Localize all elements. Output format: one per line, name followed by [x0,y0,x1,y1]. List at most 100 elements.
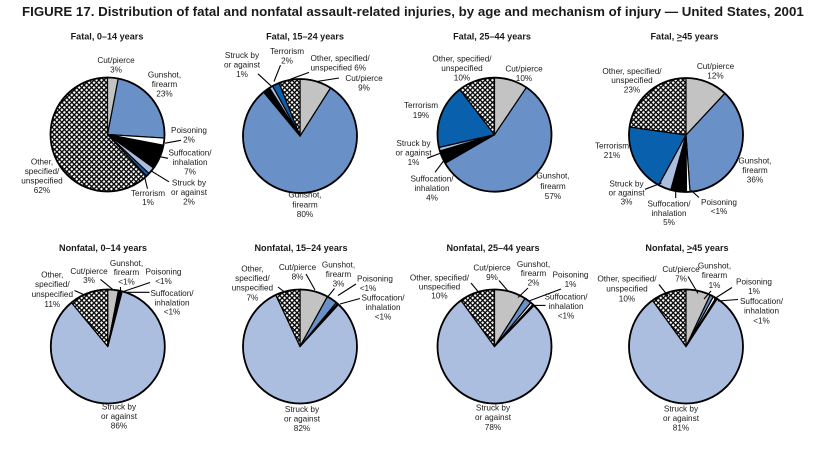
svg-text:or against: or against [284,415,321,424]
svg-text:Struck by: Struck by [396,139,431,148]
svg-text:firearm: firearm [742,166,768,175]
svg-text:specified/: specified/ [235,274,270,283]
svg-text:7%: 7% [675,274,687,283]
svg-text:or against: or against [101,412,138,421]
svg-text:Other,: Other, [41,270,63,279]
svg-text:Struck by: Struck by [609,180,644,189]
svg-text:9%: 9% [486,273,498,282]
svg-text:or against: or against [609,189,646,198]
svg-text:Cut/pierce: Cut/pierce [505,65,543,74]
svg-text:Fatal, >45 years: Fatal, >45 years [650,31,718,41]
svg-text:57%: 57% [545,192,561,201]
svg-text:Nonfatal, 15–24 years: Nonfatal, 15–24 years [254,243,347,253]
svg-text:Cut/pierce: Cut/pierce [697,62,735,71]
svg-text:7%: 7% [184,168,196,177]
svg-text:Gunshot,: Gunshot, [288,191,321,200]
svg-text:2%: 2% [183,136,195,145]
svg-text:Suffocation/: Suffocation/ [647,200,691,209]
svg-text:1%: 1% [408,158,420,167]
svg-text:Gunshot,: Gunshot, [148,71,181,80]
svg-text:Poisoning: Poisoning [736,277,772,286]
svg-text:3%: 3% [621,198,633,207]
svg-text:78%: 78% [485,423,501,432]
svg-text:FIGURE 17. Distribution of fat: FIGURE 17. Distribution of fatal and non… [22,4,804,19]
svg-text:Suffocation/: Suffocation/ [150,289,194,298]
svg-text:10%: 10% [454,74,470,83]
svg-text:specified/: specified/ [25,167,60,176]
svg-text:3%: 3% [333,279,345,288]
svg-text:23%: 23% [624,85,640,94]
svg-text:<1%: <1% [164,308,181,317]
svg-text:<1%: <1% [155,277,172,286]
svg-text:Other, specified/: Other, specified/ [597,274,657,283]
svg-text:unspecified: unspecified [32,290,74,299]
svg-text:Nonfatal, 0–14 years: Nonfatal, 0–14 years [59,243,147,253]
svg-text:or against: or against [663,414,700,423]
svg-text:Cut/pierce: Cut/pierce [70,267,108,276]
svg-text:Gunshot,: Gunshot, [536,172,569,181]
svg-text:Cut/pierce: Cut/pierce [345,74,383,83]
svg-text:Nonfatal, >45 years: Nonfatal, >45 years [645,243,728,253]
svg-text:4%: 4% [426,194,438,203]
svg-text:36%: 36% [747,176,763,185]
svg-text:2%: 2% [281,57,293,66]
svg-text:firearm: firearm [152,80,178,89]
svg-text:Gunshot,: Gunshot, [110,259,143,268]
svg-text:Other, specified/: Other, specified/ [311,54,371,63]
svg-text:82%: 82% [294,424,310,433]
svg-text:Suffocation/: Suffocation/ [361,293,405,302]
svg-text:Gunshot,: Gunshot, [517,260,550,269]
svg-text:Gunshot,: Gunshot, [322,261,355,270]
svg-text:Poisoning: Poisoning [701,198,737,207]
svg-text:Struck by: Struck by [285,405,320,414]
svg-text:Other, specified/: Other, specified/ [432,54,492,63]
svg-text:firearm: firearm [114,268,140,277]
svg-text:10%: 10% [431,292,447,301]
svg-text:specified/: specified/ [35,280,70,289]
svg-text:firearm: firearm [326,270,352,279]
svg-text:2%: 2% [528,279,540,288]
svg-text:3%: 3% [83,276,95,285]
svg-text:Struck by: Struck by [664,405,699,414]
svg-text:7%: 7% [246,293,258,302]
svg-text:1%: 1% [709,281,721,290]
svg-text:1%: 1% [236,70,248,79]
svg-text:23%: 23% [156,90,172,99]
svg-text:11%: 11% [44,300,60,309]
svg-text:unspecified 6%: unspecified 6% [311,64,367,73]
svg-text:21%: 21% [604,151,620,160]
svg-text:Poisoning: Poisoning [357,275,393,284]
svg-text:Terrorism: Terrorism [404,101,438,110]
svg-text:2%: 2% [183,198,195,207]
svg-text:Suffocation/: Suffocation/ [410,175,454,184]
svg-text:Cut/pierce: Cut/pierce [473,264,511,273]
svg-text:Fatal, 0–14 years: Fatal, 0–14 years [71,31,144,41]
svg-text:Other, specified/: Other, specified/ [410,273,470,282]
svg-text:19%: 19% [413,111,429,120]
svg-text:unspecified: unspecified [419,283,461,292]
svg-text:firearm: firearm [702,271,728,280]
svg-text:Suffocation/: Suffocation/ [544,293,588,302]
svg-text:<1%: <1% [753,316,770,325]
svg-text:Gunshot,: Gunshot, [738,157,771,166]
svg-text:1%: 1% [565,280,577,289]
svg-text:or against: or against [396,149,433,158]
svg-text:Gunshot,: Gunshot, [698,261,731,270]
svg-text:unspecified: unspecified [441,64,483,73]
svg-text:Suffocation/: Suffocation/ [168,149,212,158]
svg-text:Other, specified/: Other, specified/ [602,67,662,76]
svg-text:Terrorism: Terrorism [131,189,165,198]
svg-text:3%: 3% [110,66,122,75]
svg-text:firearm: firearm [521,269,547,278]
svg-text:<1%: <1% [558,312,575,321]
svg-text:<1%: <1% [375,313,392,322]
svg-text:1%: 1% [748,287,760,296]
svg-text:<1%: <1% [360,284,377,293]
svg-text:or against: or against [171,188,208,197]
svg-text:Struck by: Struck by [102,403,137,412]
svg-text:inhalation: inhalation [172,158,207,167]
svg-text:Poisoning: Poisoning [146,268,182,277]
svg-text:unspecified: unspecified [232,284,274,293]
svg-text:Cut/pierce: Cut/pierce [662,265,700,274]
svg-text:unspecified: unspecified [606,285,648,294]
